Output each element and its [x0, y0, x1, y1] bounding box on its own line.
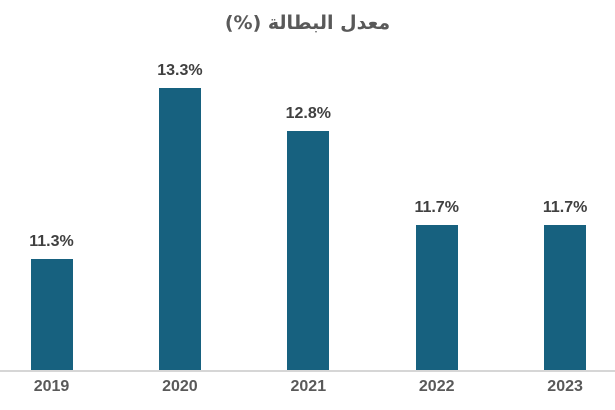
- value-label-2020: 13.3%: [157, 62, 203, 79]
- value-label-2022: 11.7%: [414, 199, 459, 216]
- bar-2023: [544, 225, 587, 370]
- x-axis-label-2019: 2019: [33, 378, 70, 395]
- value-label-2019: 11.3%: [29, 233, 74, 250]
- bar-2022: [415, 225, 458, 370]
- x-axis-label-2022: 2022: [418, 378, 455, 395]
- value-label-2023: 11.7%: [542, 199, 588, 216]
- value-label-2021: 12.8%: [285, 105, 331, 122]
- chart-title: معدل البطالة (%): [224, 12, 391, 34]
- bar-2019: [30, 259, 73, 370]
- x-axis-label-2023: 2023: [547, 378, 583, 395]
- x-axis-label-2021: 2021: [290, 378, 327, 395]
- x-axis-line: [0, 370, 615, 372]
- bar-2021: [287, 131, 330, 370]
- x-axis-label-2020: 2020: [162, 378, 198, 395]
- bar-2020: [158, 88, 201, 370]
